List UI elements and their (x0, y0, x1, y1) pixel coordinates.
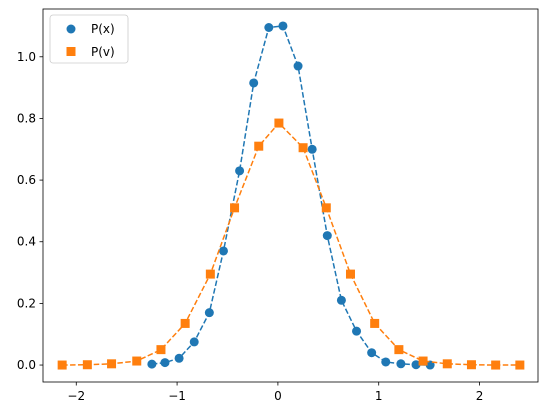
data-point-px (249, 78, 259, 88)
data-point-pv (274, 118, 284, 128)
legend-marker-pv (66, 47, 76, 56)
legend-marker-px (66, 24, 76, 34)
data-point-px (218, 246, 228, 256)
data-point-pv (254, 141, 264, 151)
data-point-pv (57, 360, 67, 370)
data-point-px (411, 360, 421, 370)
x-tick-label: −2 (67, 389, 85, 403)
plot-frame (42, 8, 539, 383)
data-point-pv (107, 359, 117, 369)
data-point-pv (515, 360, 525, 370)
y-tick-label: 0.0 (17, 358, 36, 372)
data-point-px (322, 231, 332, 241)
data-point-px (396, 359, 406, 369)
data-point-px (204, 308, 214, 318)
series-line-px (151, 25, 431, 366)
data-point-pv (180, 318, 190, 328)
legend-label-pv: P(v) (91, 45, 115, 59)
x-tick-label: 2 (476, 389, 484, 403)
data-point-px (174, 353, 184, 363)
series-px (147, 21, 435, 370)
data-point-px (235, 166, 245, 176)
data-point-pv (345, 269, 355, 279)
data-point-pv (466, 360, 476, 370)
y-tick-label: 0.8 (17, 111, 36, 125)
x-axis: −2 −1 0 1 2 (67, 382, 483, 403)
data-point-pv (132, 356, 142, 366)
data-point-pv (298, 143, 308, 153)
data-point-pv (491, 360, 501, 370)
data-point-px (336, 295, 346, 305)
x-tick-label: −1 (168, 389, 186, 403)
y-axis: 0.0 0.2 0.4 0.6 0.8 1.0 (17, 50, 43, 372)
data-point-pv (370, 318, 380, 328)
data-point-px (264, 22, 274, 32)
series-pv (57, 118, 525, 370)
data-point-pv (394, 345, 404, 355)
legend-label-px: P(x) (91, 22, 115, 36)
x-tick-label: 0 (274, 389, 282, 403)
data-point-pv (82, 360, 92, 370)
data-point-px (307, 144, 317, 154)
data-point-px (293, 61, 303, 71)
data-point-pv (321, 203, 331, 213)
data-point-px (352, 326, 362, 336)
data-point-pv (205, 269, 215, 279)
data-point-pv (418, 356, 428, 366)
data-point-px (381, 357, 391, 367)
x-tick-label: 1 (375, 389, 383, 403)
data-point-px (147, 359, 157, 369)
data-point-px (160, 358, 170, 368)
y-tick-label: 0.4 (17, 235, 36, 249)
y-tick-label: 1.0 (17, 50, 36, 64)
legend: P(x) P(v) (49, 14, 129, 64)
data-point-pv (230, 203, 240, 213)
data-point-pv (442, 359, 452, 369)
y-tick-label: 0.2 (17, 296, 36, 310)
y-tick-label: 0.6 (17, 173, 36, 187)
legend-box (49, 14, 129, 64)
data-point-px (189, 337, 199, 347)
series-line-pv (62, 121, 520, 366)
data-point-px (367, 348, 377, 358)
plot-series (57, 21, 525, 370)
data-point-px (278, 21, 288, 31)
data-point-pv (156, 345, 166, 355)
